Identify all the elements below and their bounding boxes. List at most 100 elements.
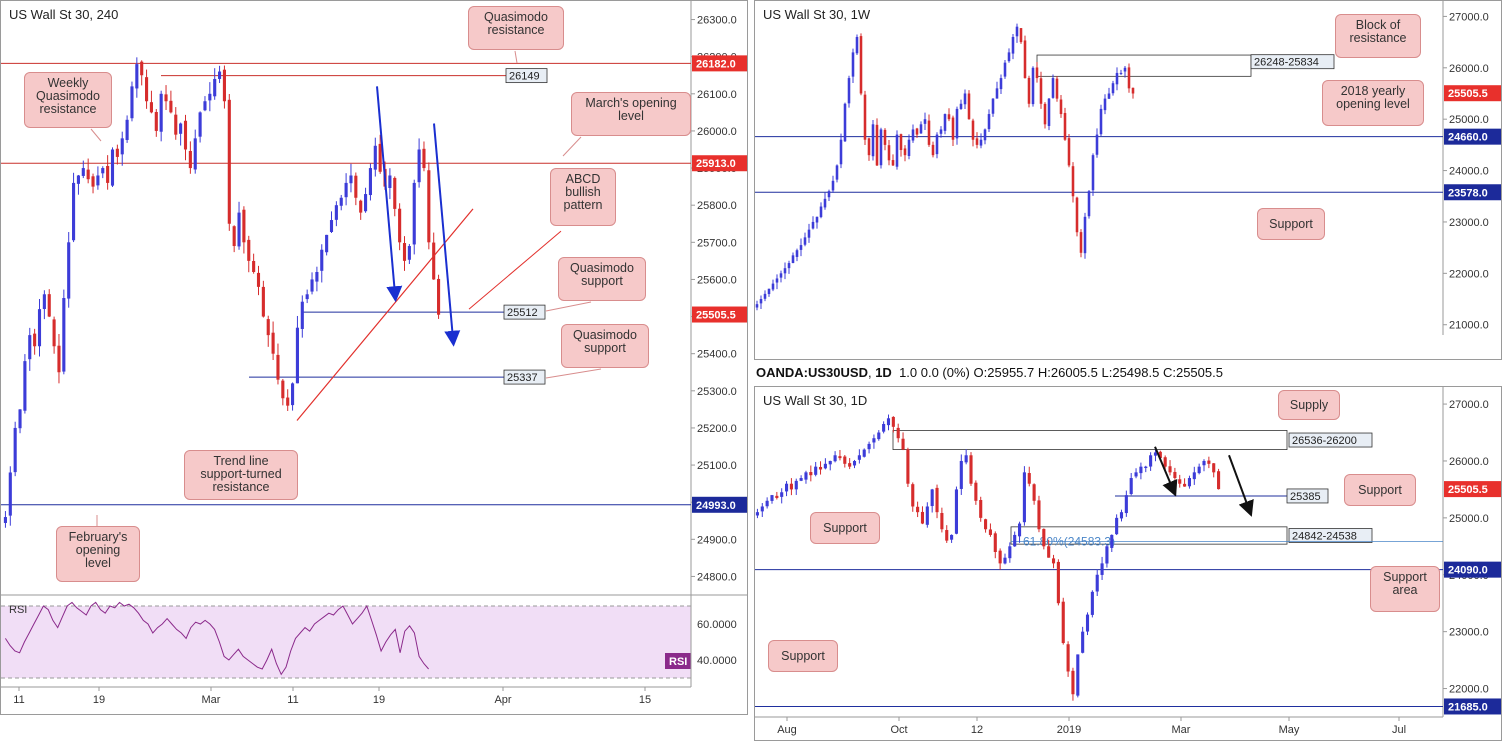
daily-candle (1178, 479, 1182, 484)
weekly-chart-svg[interactable]: 27000.0 26000.0 25000.0 24000.0 23000.0 22000… (755, 1, 1502, 360)
daily-candle (974, 482, 978, 501)
daily-candle (1153, 452, 1158, 456)
h4-candle (266, 319, 270, 336)
weekly-candle (907, 139, 911, 156)
daily-candle (770, 495, 774, 501)
daily-candle (1017, 523, 1022, 537)
h4-candle (203, 101, 207, 111)
h4-candle (145, 77, 149, 102)
daily-candle (1197, 466, 1201, 474)
daily-candle (1115, 517, 1119, 535)
h4-tick-label: 25200.0 (697, 423, 737, 435)
daily-x-tick-label: Aug (777, 724, 797, 736)
h4-x-tick-label: 15 (639, 694, 651, 706)
h4-candle (76, 175, 80, 184)
h4-candle (368, 168, 372, 196)
weekly-candle (887, 145, 891, 161)
h4-candle (183, 120, 188, 150)
h4-callout-pointer (545, 368, 602, 379)
daily-candle (1183, 483, 1187, 487)
h4-x-tick-label: Apr (494, 694, 511, 706)
h4-chart-svg[interactable]: 26300.026200.026100.026000.025900.025800… (1, 1, 748, 715)
callout-march-opening-level: March's opening level (571, 92, 691, 136)
weekly-candle (847, 78, 851, 104)
weekly-candle (899, 134, 903, 151)
h4-current-price-tag-label: 25505.5 (696, 310, 736, 322)
daily-candle (809, 472, 813, 476)
h4-callout-pointer (90, 128, 102, 142)
weekly-candle (967, 93, 971, 120)
weekly-candle (867, 138, 871, 156)
weekly-tick-label: 25000.0 (1449, 114, 1489, 126)
weekly-candle (875, 124, 879, 166)
daily-projection-arrow-2 (1228, 454, 1254, 517)
h4-candle (364, 194, 368, 212)
daily-x-tick-label: 2019 (1057, 724, 1081, 736)
daily-candle (1100, 563, 1104, 575)
weekly-candle (771, 283, 775, 290)
daily-x-tick-label: Oct (890, 724, 907, 736)
weekly-candle (1071, 166, 1075, 197)
daily-level-box-label: 24842-24538 (1292, 531, 1357, 543)
h4-candle (305, 294, 309, 300)
weekly-candle (851, 52, 855, 77)
daily-chart-panel[interactable]: 27000.026000.025000.024000.023000.022000… (754, 386, 1502, 741)
h4-x-tick-label: 19 (373, 694, 385, 706)
weekly-candle (871, 124, 875, 157)
daily-chart-svg[interactable]: 27000.026000.025000.024000.023000.022000… (755, 387, 1502, 741)
weekly-candle (835, 165, 839, 180)
daily-candle (1037, 500, 1041, 530)
weekly-chart-panel[interactable]: 27000.0 26000.0 25000.0 24000.0 23000.0 22000… (754, 0, 1502, 360)
h4-candle (344, 182, 348, 198)
daily-candle (1144, 466, 1148, 469)
h4-tick-label: 25400.0 (697, 349, 737, 361)
daily-candle (1192, 472, 1196, 480)
weekly-candle (1051, 78, 1055, 98)
daily-support-area-zone (1010, 526, 1288, 545)
weekly-candle (839, 139, 843, 165)
h4-candle (91, 176, 95, 187)
weekly-candle (927, 120, 931, 145)
daily-candle (1056, 561, 1060, 604)
daily-candle (959, 460, 963, 489)
weekly-chart-title: US Wall St 30, 1W (763, 7, 871, 22)
h4-x-tick-label: Mar (202, 694, 221, 706)
h4-callout-pointer (545, 301, 592, 312)
h4-tick-label: 26300.0 (697, 15, 737, 27)
h4-candle (261, 286, 265, 317)
h4-candle (354, 175, 358, 198)
weekly-candle (799, 245, 803, 250)
daily-candle (1158, 451, 1162, 459)
h4-candle (373, 145, 377, 170)
info-high-label: H: (1037, 365, 1051, 380)
weekly-candle (1027, 77, 1031, 104)
daily-supply-zone (892, 430, 1288, 450)
daily-candle (1081, 631, 1085, 653)
h4-candle (67, 242, 71, 299)
daily-candle (1187, 478, 1192, 487)
weekly-price-tag (1444, 184, 1501, 201)
daily-candle (862, 449, 866, 457)
daily-candle (1129, 478, 1133, 495)
h4-level-box-label: 26149 (509, 71, 540, 83)
h4-current-price-tag (692, 306, 747, 323)
callout-february-opening-level: February's opening level (56, 526, 140, 582)
daily-candle (1003, 557, 1007, 564)
weekly-candle (983, 129, 987, 141)
weekly-price-tag (1444, 128, 1501, 145)
h4-trend-line (296, 208, 474, 421)
daily-candle (765, 500, 769, 507)
daily-candle (1124, 495, 1128, 514)
h4-candle (42, 294, 46, 309)
daily-candle (818, 466, 823, 470)
info-open: 25955.7 (987, 365, 1035, 380)
weekly-candle (763, 293, 767, 299)
callout-quasimodo-resistance: Quasimodo resistance (468, 6, 564, 50)
rsi-band (1, 606, 691, 678)
h4-callout-pointer (562, 136, 582, 157)
weekly-candle (883, 129, 887, 145)
h4-candle (388, 175, 392, 188)
weekly-candle (1067, 138, 1071, 166)
daily-price-tag-label: 21685.0 (1448, 701, 1488, 713)
daily-candle (964, 455, 968, 463)
